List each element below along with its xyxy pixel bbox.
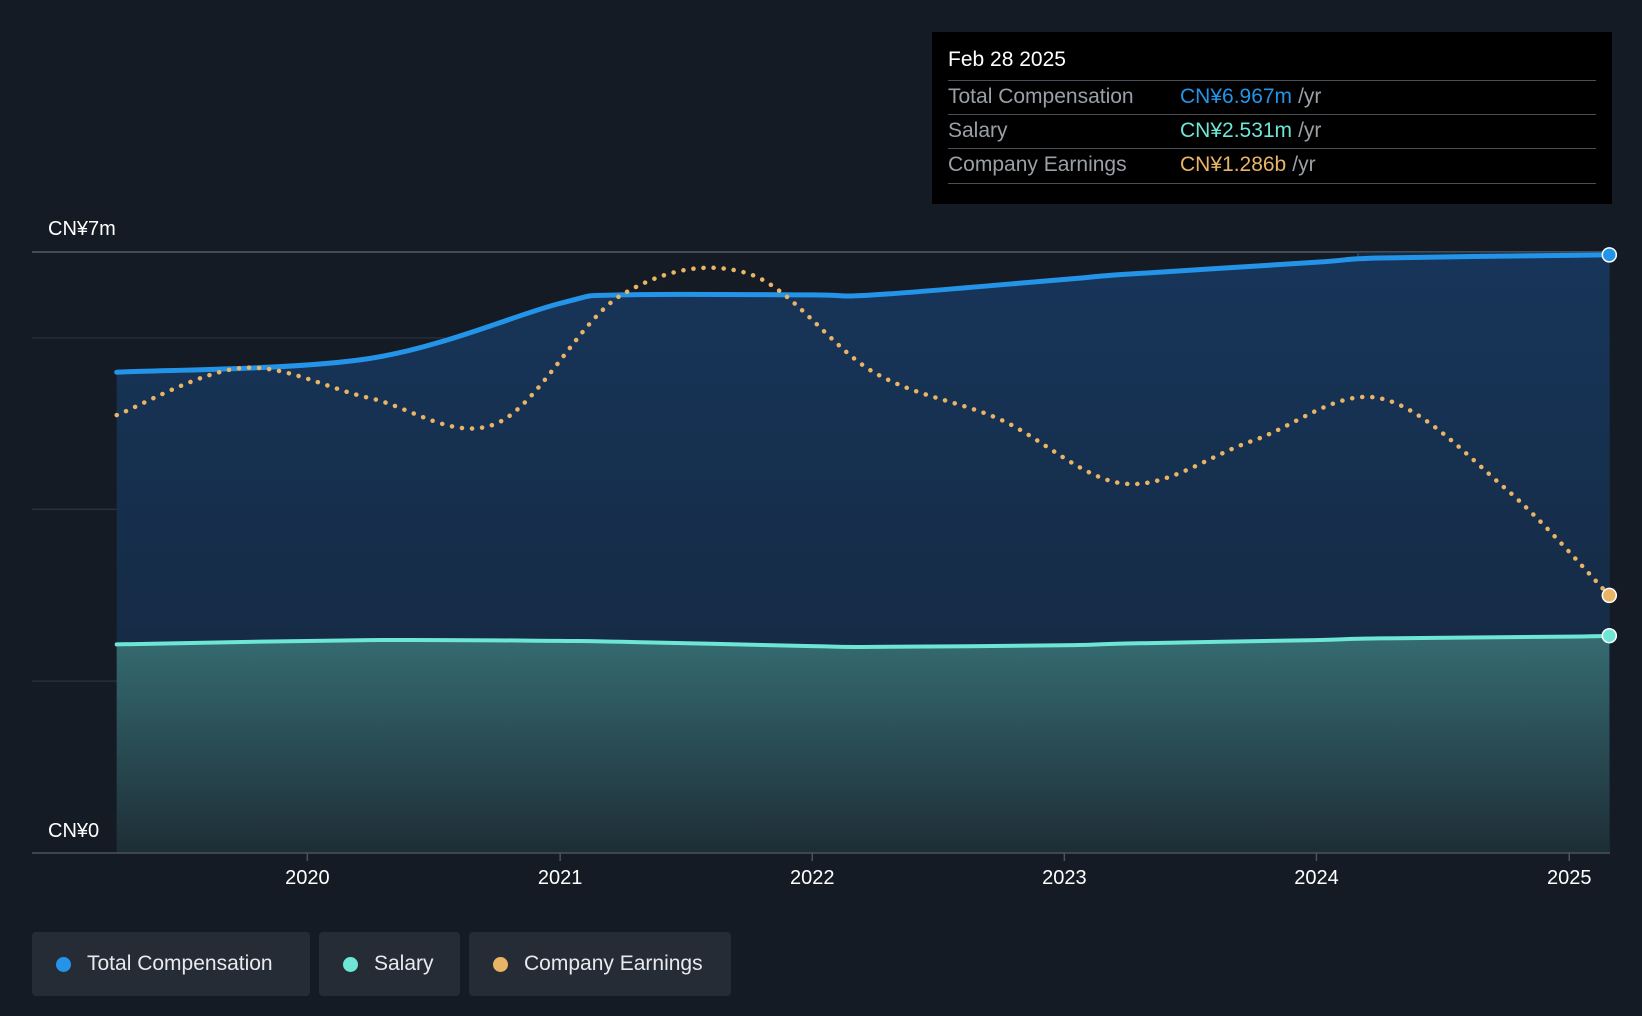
legend-item-company-earnings[interactable]: Company Earnings <box>469 932 731 996</box>
tooltip-value-wrap: CN¥2.531m/yr <box>1180 119 1321 143</box>
total-compensation-line <box>114 252 1612 375</box>
tooltip-row-salary: Salary CN¥2.531m/yr <box>948 114 1596 149</box>
tooltip-value: CN¥1.286b <box>1180 153 1287 176</box>
x-axis: 2020 2021 2022 2023 2024 2025 <box>285 853 1591 889</box>
tooltip-value-wrap: CN¥6.967m/yr <box>1180 85 1321 109</box>
tooltip-unit: /yr <box>1298 119 1322 142</box>
tooltip-label: Total Compensation <box>948 85 1134 108</box>
legend-label: Company Earnings <box>524 952 703 975</box>
legend-dot-icon <box>56 956 71 972</box>
hover-tooltip: Feb 28 2025 Total Compensation CN¥6.967m… <box>932 32 1612 204</box>
y-axis-min-label: CN¥0 <box>48 820 99 842</box>
company-earnings-endpoint <box>1601 587 1618 604</box>
x-tick-label: 2022 <box>790 867 835 889</box>
tooltip-row-total-compensation: Total Compensation CN¥6.967m/yr <box>948 80 1596 115</box>
salary-line <box>114 633 1612 649</box>
y-axis-max-label: CN¥7m <box>48 218 116 240</box>
tooltip-value: CN¥6.967m <box>1180 85 1293 108</box>
tooltip-value-wrap: CN¥1.286b/yr <box>1180 153 1316 177</box>
salary-endpoint <box>1601 627 1618 644</box>
legend-label: Total Compensation <box>87 952 273 975</box>
tooltip-date: Feb 28 2025 <box>948 48 1066 71</box>
tooltip-label: Company Earnings <box>948 153 1127 176</box>
tooltip-row-company-earnings: Company Earnings CN¥1.286b/yr <box>948 148 1596 184</box>
endpoint-markers <box>1601 247 1618 644</box>
x-tick-label: 2024 <box>1294 867 1339 889</box>
legend-dot-icon <box>493 956 508 972</box>
x-tick-label: 2025 <box>1547 867 1592 889</box>
chart-legend: Total Compensation Salary Company Earnin… <box>32 932 731 996</box>
tooltip-value: CN¥2.531m <box>1180 119 1293 142</box>
tooltip-label: Salary <box>948 119 1008 142</box>
salary-area <box>116 635 1610 853</box>
total-compensation-endpoint <box>1601 247 1618 263</box>
legend-item-total-compensation[interactable]: Total Compensation <box>32 932 310 996</box>
x-tick-label: 2020 <box>285 867 330 889</box>
legend-label: Salary <box>374 952 434 975</box>
x-tick-label: 2023 <box>1042 867 1087 889</box>
x-tick-label: 2021 <box>538 867 583 889</box>
tooltip-unit: /yr <box>1298 85 1322 108</box>
legend-dot-icon <box>343 956 358 972</box>
tooltip-unit: /yr <box>1292 153 1316 176</box>
legend-item-salary[interactable]: Salary <box>319 932 460 996</box>
